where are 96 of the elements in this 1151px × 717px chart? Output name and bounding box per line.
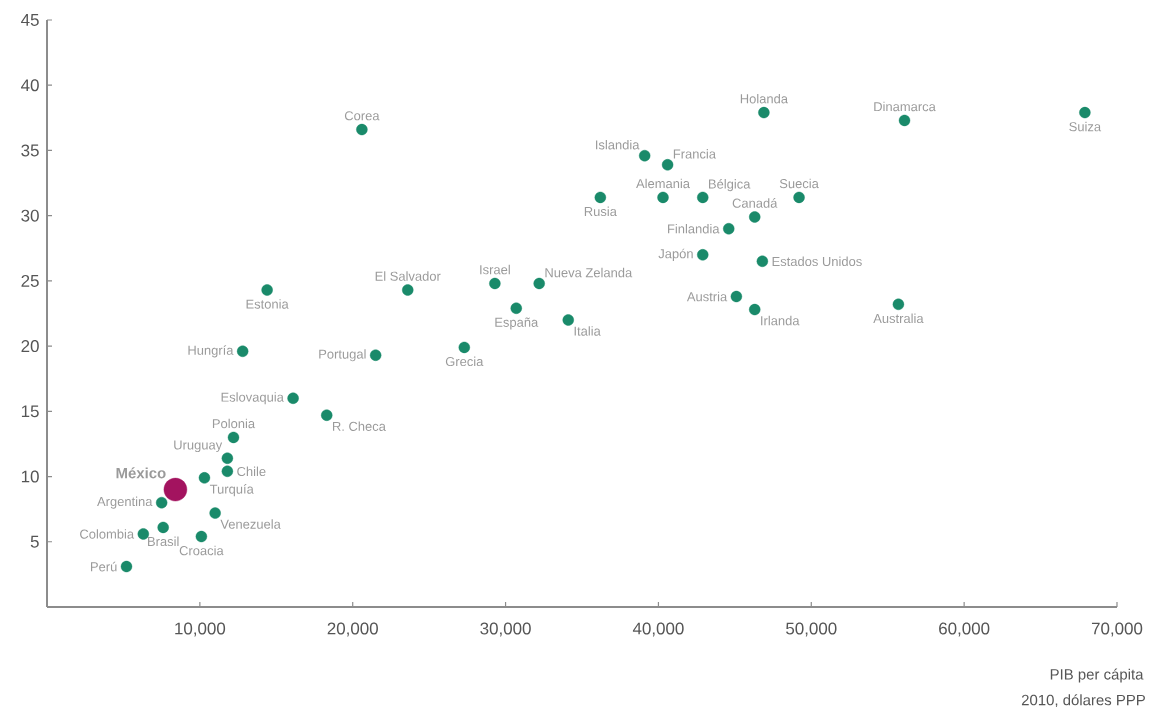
point: [209, 507, 221, 519]
point: [137, 528, 150, 540]
x-tick-label: 60,000: [939, 622, 990, 637]
annotation: Austria: [686, 291, 728, 302]
x-tick-label: 40,000: [632, 622, 684, 637]
annotation: Croacia: [179, 545, 224, 556]
point: [157, 521, 169, 534]
y-tick-label: 20: [21, 340, 39, 353]
annotation: Italia: [574, 326, 601, 336]
annotation: Bélgica: [709, 178, 751, 192]
y-tick-label: 35: [21, 144, 39, 157]
annotation: Suiza: [1069, 121, 1102, 132]
point: [697, 191, 709, 204]
annotation: Japón: [658, 248, 693, 261]
point: [723, 223, 735, 235]
annotation: Nueva Zelanda: [545, 267, 633, 278]
annotation: Uruguay: [174, 440, 223, 453]
annotation: Alemania: [636, 178, 690, 189]
annotation: Venezuela: [220, 519, 281, 529]
point: [221, 452, 234, 464]
annotation: Brasil: [148, 536, 179, 547]
point: [195, 530, 208, 543]
point: [356, 123, 368, 136]
point: [261, 284, 273, 296]
point: [198, 472, 211, 484]
y-tick-label: 5: [30, 535, 39, 548]
annotation: Grecia: [445, 356, 484, 367]
point: [489, 277, 501, 290]
annotation: Rusia: [584, 206, 617, 217]
annotation: Holanda: [740, 93, 789, 104]
y-tick-label: 15: [21, 405, 39, 418]
annotation: Colombia: [80, 529, 135, 539]
point: [221, 465, 234, 478]
annotation: Canadá: [732, 198, 778, 208]
point: [287, 392, 299, 404]
point: [458, 341, 470, 354]
point: [638, 149, 651, 162]
annotation: Polonia: [212, 418, 256, 429]
y-tick-label: 45: [21, 14, 39, 26]
point: [236, 345, 249, 358]
point: [163, 477, 188, 502]
point: [749, 211, 761, 223]
point: [227, 431, 240, 444]
annotation: Irlanda: [761, 315, 800, 326]
point: [661, 159, 674, 171]
annotation: Estados Unidos: [772, 256, 862, 267]
text: 2010, dólares PPP: [1021, 694, 1145, 708]
annotation: Argentina: [97, 496, 153, 509]
y-tick-label: 30: [21, 209, 39, 222]
point: [730, 290, 743, 303]
annotation: España: [495, 317, 539, 330]
point: [758, 106, 770, 119]
annotation: Portugal: [319, 349, 366, 362]
annotation: Perú: [91, 561, 117, 572]
point: [697, 249, 709, 261]
annotation: Eslovaquia: [221, 392, 284, 405]
x-axis-title: PIB per cápita: [1050, 668, 1144, 683]
point: [898, 114, 911, 127]
annotation: Hungría: [188, 345, 234, 358]
point: [749, 303, 761, 316]
x-tick-label: 70,000: [1091, 622, 1143, 637]
annotation: Corea: [344, 111, 380, 121]
point: [1079, 106, 1091, 119]
x-tick-label: 50,000: [786, 622, 837, 637]
annotation: Turquía: [209, 484, 254, 497]
point: [892, 298, 905, 311]
y-tick-label: 40: [21, 79, 39, 92]
annotation: Islandia: [596, 139, 640, 150]
x-tick-label: 30,000: [480, 622, 531, 637]
point: [793, 191, 805, 204]
point: [155, 496, 168, 509]
y-tick-label: 25: [21, 274, 39, 287]
x-tick-label: 20,000: [327, 622, 378, 637]
point: [369, 349, 382, 361]
annotation: Israel: [480, 264, 510, 275]
annotation: Finlandia: [668, 223, 720, 234]
annotation: Australia: [873, 313, 924, 324]
annotation: Chile: [237, 466, 266, 477]
point: [402, 284, 414, 296]
annotation: R. Checa: [333, 421, 386, 431]
point: [510, 302, 522, 314]
point: [562, 314, 574, 326]
point: [120, 560, 133, 573]
annotation: México: [116, 467, 166, 479]
annotation: Suecia: [779, 178, 819, 189]
y-tick-label: 10: [21, 470, 39, 483]
annotation: Francia: [673, 149, 716, 159]
annotation: Estonia: [246, 299, 289, 309]
point: [533, 277, 545, 290]
point: [594, 191, 607, 204]
annotation: Dinamarca: [874, 101, 936, 112]
annotation: El Salvador: [375, 271, 441, 281]
point: [321, 409, 333, 421]
point: [657, 191, 669, 204]
point: [756, 255, 769, 268]
x-tick-label: 10,000: [175, 622, 226, 637]
